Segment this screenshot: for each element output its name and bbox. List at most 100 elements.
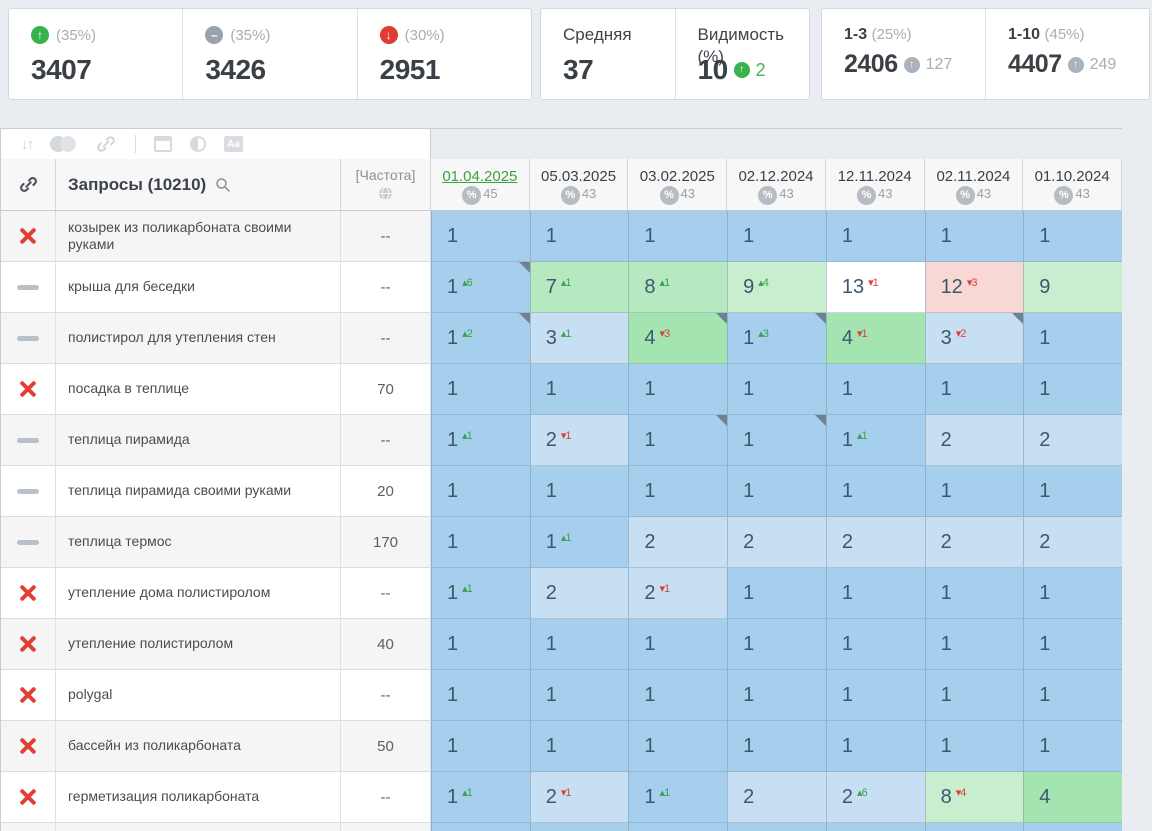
position-cell[interactable]: 2 ▾1 <box>529 772 629 823</box>
position-cell[interactable]: 1 <box>529 670 629 721</box>
position-cell[interactable]: 1 <box>1023 568 1122 619</box>
position-cell[interactable]: 1 <box>924 466 1024 517</box>
position-cell[interactable]: 1 <box>431 619 530 670</box>
date-label[interactable]: 01.04.2025 <box>442 167 518 185</box>
top10-card[interactable]: 1-10 (45%) 4407 ↑ 249 <box>985 9 1149 99</box>
query-cell[interactable]: бассейн из поликарбоната <box>56 721 341 772</box>
dash-marker[interactable] <box>1 262 56 313</box>
contrast-icon[interactable] <box>190 134 206 154</box>
position-cell[interactable]: 1 <box>924 721 1024 772</box>
position-cell[interactable]: 1 <box>727 364 826 415</box>
position-cell[interactable]: 1 <box>924 568 1024 619</box>
position-cell[interactable]: 3 ▾2 <box>924 313 1024 364</box>
position-cell[interactable]: 1 <box>1023 721 1122 772</box>
position-cell[interactable]: 1 <box>727 466 826 517</box>
position-cell[interactable]: 1 ▴1 <box>825 415 925 466</box>
dash-marker[interactable] <box>1 466 56 517</box>
date-label[interactable]: 01.10.2024 <box>1034 167 1110 185</box>
position-cell[interactable]: 1 <box>529 721 629 772</box>
position-cell[interactable]: 1 ▴2 <box>431 313 530 364</box>
group-circles-icon[interactable] <box>50 134 77 154</box>
font-aa-icon[interactable]: Aa <box>224 134 243 154</box>
query-cell[interactable]: герметизация поликарбоната <box>56 772 341 823</box>
position-cell[interactable]: 1 <box>628 211 728 262</box>
query-cell[interactable]: теплица пирамида своими руками <box>56 466 341 517</box>
position-cell[interactable]: 1 <box>628 670 728 721</box>
position-cell[interactable]: 1 <box>1023 313 1122 364</box>
stat-card-unchanged[interactable]: – (35%) 3426 <box>182 9 356 99</box>
position-cell[interactable]: 1 <box>529 364 629 415</box>
remove-query-button[interactable] <box>1 211 56 262</box>
query-cell[interactable]: полистирол для утепления стен <box>56 313 341 364</box>
dash-marker[interactable] <box>1 415 56 466</box>
position-cell[interactable]: 1 <box>431 670 530 721</box>
position-cell[interactable]: 1 <box>825 568 925 619</box>
position-cell[interactable]: 1 <box>727 721 826 772</box>
remove-query-button[interactable] <box>1 568 56 619</box>
search-icon[interactable] <box>214 176 232 194</box>
position-cell[interactable]: 2 <box>924 415 1024 466</box>
position-cell[interactable]: 2 ▾1 <box>628 568 728 619</box>
dash-marker[interactable] <box>1 313 56 364</box>
position-cell[interactable]: 7 ▴1 <box>529 262 629 313</box>
dash-marker[interactable] <box>1 517 56 568</box>
remove-query-button[interactable] <box>1 721 56 772</box>
position-cell[interactable]: 1 <box>628 364 728 415</box>
remove-query-button[interactable] <box>1 619 56 670</box>
date-column-header-03.02.2025[interactable]: 03.02.2025% 43 <box>628 159 728 210</box>
position-cell[interactable]: 9 <box>1023 262 1122 313</box>
position-cell[interactable]: 1 <box>431 211 530 262</box>
position-cell[interactable]: 1 ▴6 <box>431 262 530 313</box>
position-cell[interactable]: 13 ▾1 <box>825 262 925 313</box>
date-column-header-02.12.2024[interactable]: 02.12.2024% 43 <box>727 159 826 210</box>
position-cell[interactable]: 1 <box>924 619 1024 670</box>
position-cell[interactable]: 2 ▾1 <box>529 415 629 466</box>
position-cell[interactable]: 4 ▾3 <box>628 313 728 364</box>
position-cell[interactable]: 9 ▴4 <box>727 262 826 313</box>
calendar-icon[interactable] <box>154 134 172 154</box>
position-cell[interactable]: 1 <box>825 211 925 262</box>
position-cell[interactable]: 2 <box>727 517 826 568</box>
position-cell[interactable]: 8 ▴1 <box>628 262 728 313</box>
position-cell[interactable]: 4 <box>1023 772 1122 823</box>
position-cell[interactable]: 1 <box>825 721 925 772</box>
position-cell[interactable]: 1 <box>727 619 826 670</box>
date-label[interactable]: 03.02.2025 <box>639 167 715 185</box>
query-cell[interactable]: утепление полистиролом <box>56 619 341 670</box>
stat-card-declined[interactable]: ↓ (30%) 2951 <box>356 9 531 99</box>
date-column-header-01.10.2024[interactable]: 01.10.2024% 43 <box>1023 159 1122 210</box>
position-cell[interactable]: 1 <box>1023 364 1122 415</box>
position-cell[interactable]: 1 ▴1 <box>628 772 728 823</box>
position-cell[interactable]: 1 <box>431 466 530 517</box>
position-cell[interactable]: 1 <box>1023 466 1122 517</box>
stat-card-improved[interactable]: ↑ (35%) 3407 <box>9 9 182 99</box>
position-cell[interactable]: 2 <box>1023 415 1122 466</box>
date-column-header-05.03.2025[interactable]: 05.03.2025% 43 <box>530 159 629 210</box>
top3-card[interactable]: 1-3 (25%) 2406 ↑ 127 <box>822 9 985 99</box>
position-cell[interactable]: 2 <box>825 517 925 568</box>
position-cell[interactable]: 1 <box>825 619 925 670</box>
position-cell[interactable]: 1 <box>529 211 629 262</box>
position-cell[interactable]: 12 ▾3 <box>924 262 1024 313</box>
position-cell[interactable]: 1 <box>1023 670 1122 721</box>
date-label[interactable]: 12.11.2024 <box>837 167 912 185</box>
date-column-header-12.11.2024[interactable]: 12.11.2024% 43 <box>826 159 925 210</box>
visibility-card[interactable]: Видимость (%) 10 ↑ 2 <box>674 9 810 99</box>
position-cell[interactable]: 1 <box>431 721 530 772</box>
position-cell[interactable]: 1 <box>727 568 826 619</box>
date-label[interactable]: 02.12.2024 <box>738 167 814 185</box>
position-cell[interactable]: 1 <box>727 211 826 262</box>
position-cell[interactable]: 1 <box>628 721 728 772</box>
position-cell[interactable]: 1 <box>431 364 530 415</box>
position-cell[interactable]: 1 ▴1 <box>529 517 629 568</box>
position-cell[interactable]: 1 <box>924 670 1024 721</box>
position-cell[interactable]: 1 <box>924 211 1024 262</box>
query-cell[interactable]: козырек из поликарбоната своими руками <box>56 211 341 262</box>
position-cell[interactable]: 1 ▴3 <box>727 313 826 364</box>
position-cell[interactable]: 1 <box>825 670 925 721</box>
position-cell[interactable]: 4 ▾1 <box>825 313 925 364</box>
query-cell[interactable]: посадка в теплице <box>56 364 341 415</box>
position-cell[interactable]: 2 <box>529 568 629 619</box>
average-position-card[interactable]: Средняя 37 <box>541 9 675 99</box>
query-cell[interactable]: теплица пирамида <box>56 415 341 466</box>
